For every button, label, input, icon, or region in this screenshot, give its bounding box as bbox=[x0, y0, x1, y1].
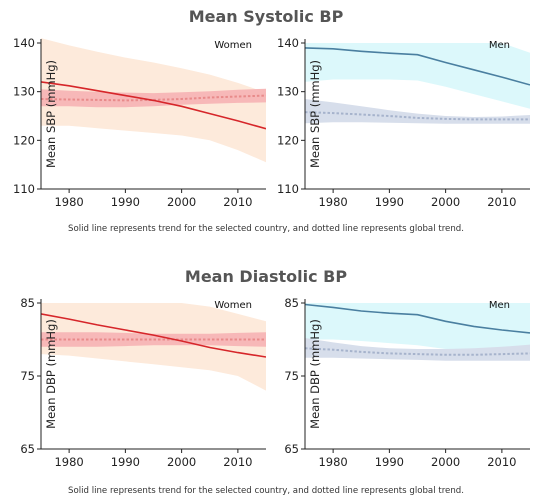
x-tick-label: 2010 bbox=[487, 195, 516, 209]
y-tick-label: 120 bbox=[13, 133, 35, 147]
x-tick-label: 1980 bbox=[54, 455, 83, 469]
global-uncertainty-band bbox=[305, 99, 530, 124]
x-tick-label: 2000 bbox=[431, 455, 460, 469]
y-tick-label: 65 bbox=[20, 442, 35, 456]
y-tick-label: 110 bbox=[277, 182, 299, 196]
y-tick-label: 140 bbox=[277, 36, 299, 50]
systolic-chart: Mean Systolic BP 110 120 130 140 1980 1990 200… bbox=[13, 7, 530, 234]
global-uncertainty-band bbox=[41, 88, 266, 108]
chart-caption: Solid line represents trend for the sele… bbox=[68, 486, 464, 496]
chart-title: Mean Systolic BP bbox=[189, 7, 344, 26]
men-panel: 110 120 130 140 1980 1990 2000 2010 Mean SBP (mm… bbox=[277, 36, 530, 209]
y-tick-label: 65 bbox=[284, 442, 299, 456]
x-tick-label: 1980 bbox=[318, 195, 347, 209]
y-tick-label: 75 bbox=[284, 369, 299, 383]
plot-area bbox=[41, 303, 266, 391]
plot-area bbox=[41, 38, 266, 163]
y-axis-label: Mean SBP (mmHg) bbox=[308, 60, 322, 168]
x-tick-label: 2000 bbox=[167, 455, 196, 469]
y-tick-label: 85 bbox=[20, 296, 35, 310]
y-tick-label: 75 bbox=[20, 369, 35, 383]
chart-title: Mean Diastolic BP bbox=[185, 267, 347, 286]
global-trend-line bbox=[305, 347, 530, 356]
y-tick-label: 110 bbox=[13, 182, 35, 196]
country-trend-line bbox=[305, 47, 530, 86]
x-tick-label: 2000 bbox=[431, 195, 460, 209]
x-tick-label: 1980 bbox=[54, 195, 83, 209]
panel-sex-label: Men bbox=[489, 300, 510, 311]
panel-sex-label: Women bbox=[214, 300, 252, 311]
chart-caption: Solid line represents trend for the sele… bbox=[68, 224, 464, 234]
x-tick-label: 1990 bbox=[111, 455, 140, 469]
y-tick-label: 85 bbox=[284, 296, 299, 310]
country-trend-line bbox=[41, 313, 266, 358]
x-tick-label: 1990 bbox=[375, 195, 404, 209]
y-axis-label: Mean DBP (mmHg) bbox=[44, 319, 58, 429]
diastolic-chart: Mean Diastolic BP 65 75 85 1980 1990 2000 2010… bbox=[20, 267, 530, 496]
country-uncertainty-band bbox=[305, 303, 530, 358]
x-tick-label: 1980 bbox=[318, 455, 347, 469]
y-tick-label: 140 bbox=[13, 36, 35, 50]
plot-area bbox=[305, 43, 530, 124]
country-uncertainty-band bbox=[305, 43, 530, 109]
y-tick-label: 130 bbox=[277, 85, 299, 99]
men-panel: 65 75 85 1980 1990 2000 2010 Mean DBP (mmHg) Men bbox=[284, 296, 530, 469]
x-tick-label: 2010 bbox=[223, 195, 252, 209]
x-tick-label: 2000 bbox=[167, 195, 196, 209]
panel-sex-label: Women bbox=[214, 40, 252, 51]
global-trend-line bbox=[305, 111, 530, 121]
y-axis-label: Mean SBP (mmHg) bbox=[44, 60, 58, 168]
women-panel: 65 75 85 1980 1990 2000 2010 Mean DBP (mmHg) Wom… bbox=[20, 296, 266, 469]
panel-sex-label: Men bbox=[489, 40, 510, 51]
plot-area bbox=[305, 303, 530, 361]
x-tick-label: 1990 bbox=[375, 455, 404, 469]
country-trend-line bbox=[41, 81, 266, 130]
country-trend-line bbox=[305, 303, 530, 334]
y-tick-label: 120 bbox=[277, 133, 299, 147]
y-tick-label: 130 bbox=[13, 85, 35, 99]
x-tick-label: 1990 bbox=[111, 195, 140, 209]
y-axis-label: Mean DBP (mmHg) bbox=[308, 319, 322, 429]
women-panel: 110 120 130 140 1980 1990 2000 2010 Mean SBP (mm… bbox=[13, 36, 266, 209]
x-tick-label: 2010 bbox=[487, 455, 516, 469]
x-tick-label: 2010 bbox=[223, 455, 252, 469]
